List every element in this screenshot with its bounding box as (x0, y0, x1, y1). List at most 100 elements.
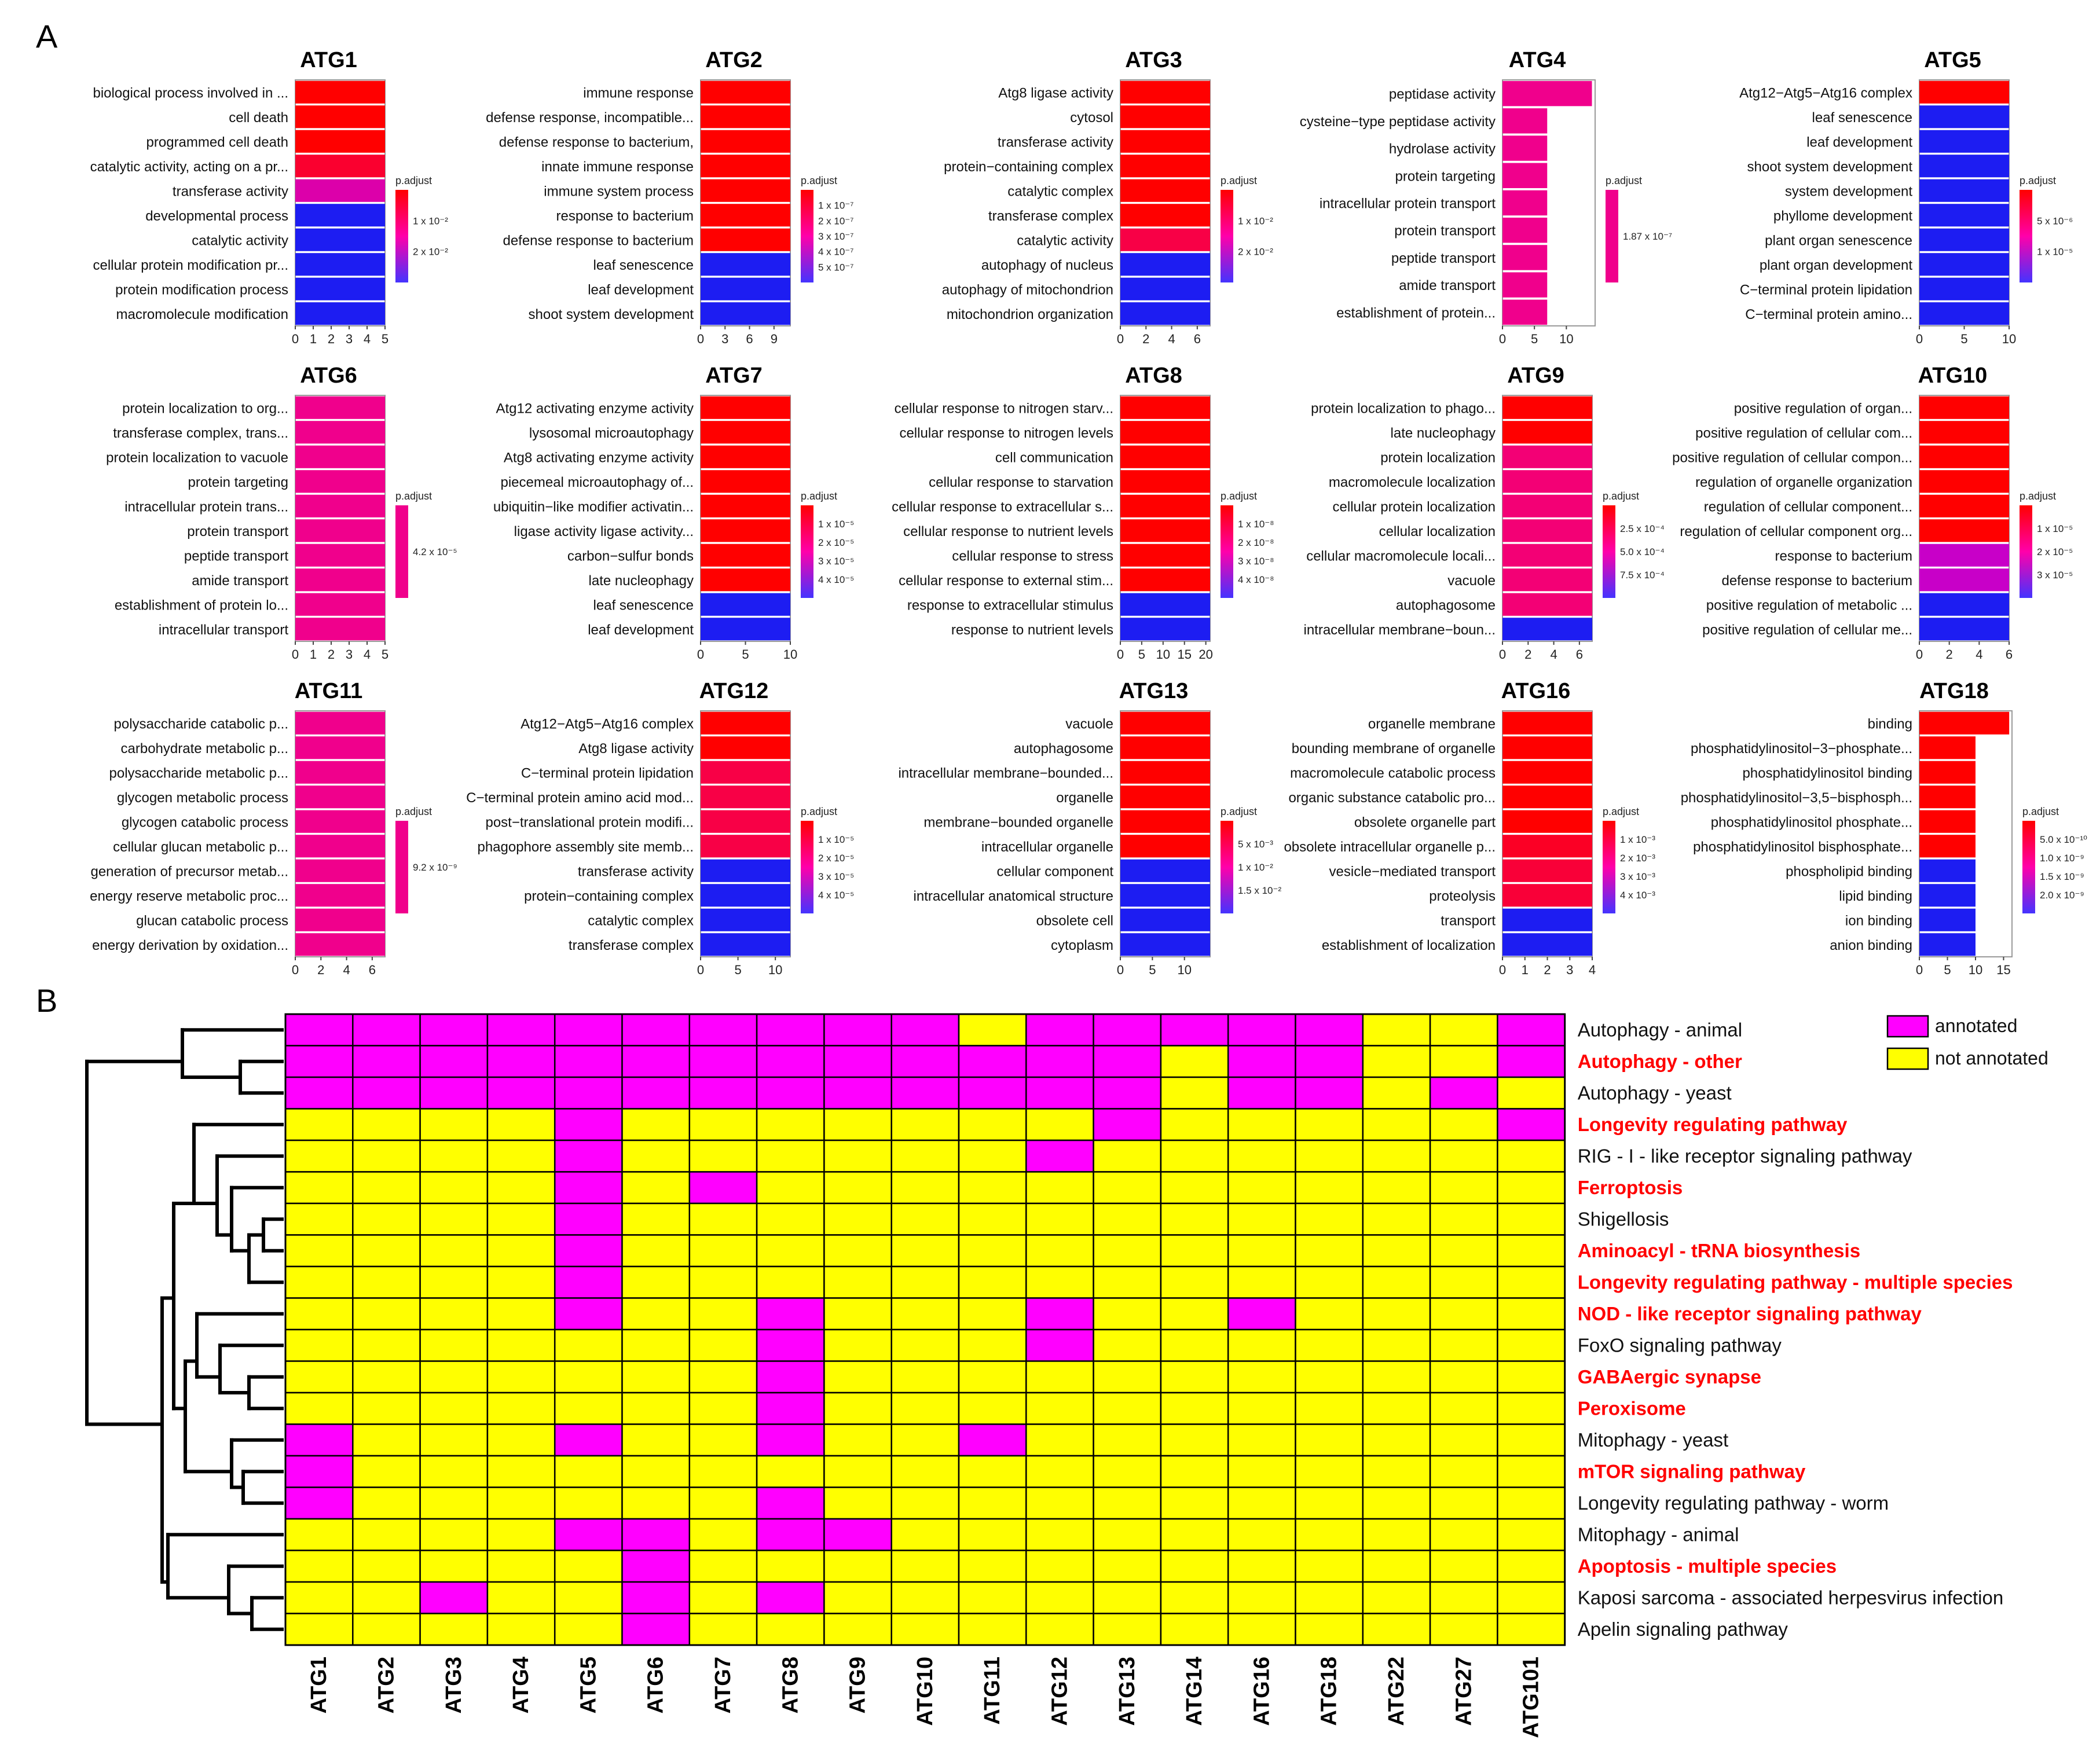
heatmap-cell (1362, 1360, 1431, 1394)
bar-ATG5-4 (1919, 179, 2009, 202)
heatmap-cell (419, 1013, 489, 1047)
legend-swatch-not-annotated (1886, 1047, 1929, 1070)
heatmap-cell (1160, 1392, 1229, 1425)
bar-ATG16-0 (1502, 711, 1592, 735)
category-label: leaf senescence (593, 258, 694, 273)
x-tick-label: 2 (1544, 963, 1551, 977)
bar-ATG18-5 (1919, 835, 1976, 858)
heatmap-cell (1295, 1613, 1364, 1646)
legend-colorbar (801, 821, 813, 913)
legend-tick-label: 2 x 10⁻⁸ (1238, 537, 1274, 548)
heatmap-cell (890, 1455, 960, 1488)
heatmap-cell (486, 1392, 556, 1425)
heatmap-cell (1093, 1613, 1162, 1646)
x-tick-label: 2 (1946, 647, 1953, 662)
heatmap-cell (486, 1581, 556, 1614)
bar-ATG8-1 (1120, 421, 1210, 444)
bar-ATG2-1 (701, 105, 790, 129)
heatmap-cell (1093, 1265, 1162, 1299)
x-tick-label: 2 (328, 332, 335, 346)
x-tick-label: 3 (721, 332, 728, 346)
category-label: transport (1441, 913, 1496, 928)
bar-ATG7-2 (701, 445, 790, 468)
category-label: peptide transport (1391, 251, 1496, 266)
heatmap-cell (284, 1171, 354, 1205)
x-tick-label: 0 (1499, 332, 1506, 346)
category-label: transferase complex (569, 938, 694, 953)
bar-ATG2-0 (701, 80, 790, 104)
heatmap-cell (823, 1139, 892, 1173)
heatmap-cell (688, 1202, 758, 1236)
column-label: ATG18 (1317, 1657, 1342, 1726)
legend-title: p.adjust (2020, 175, 2056, 186)
heatmap-cell (1160, 1297, 1229, 1331)
legend-title: p.adjust (395, 490, 432, 502)
heatmap-cell (823, 1423, 892, 1457)
chart-title-ATG3: ATG3 (1125, 48, 1182, 72)
bar-ATG1-5 (295, 204, 385, 227)
legend-title: p.adjust (1603, 490, 1639, 502)
heatmap-cell (688, 1265, 758, 1299)
legend-tick-label: 1.5 x 10⁻² (1238, 885, 1281, 896)
legend-tick-label: 1 x 10⁻³ (1620, 834, 1655, 845)
heatmap-cell (284, 1550, 354, 1583)
heatmap-cell (1362, 1171, 1431, 1205)
category-label: phosphatidylinositol−3,5−bisphosph... (1681, 790, 1912, 806)
bar-ATG8-5 (1120, 519, 1210, 542)
heatmap-cell (958, 1013, 1027, 1047)
heatmap-cell (1025, 1234, 1094, 1268)
bar-ATG12-7 (701, 884, 790, 907)
heatmap-cell (1227, 1392, 1296, 1425)
heatmap-cell (688, 1171, 758, 1205)
category-label: glucan catabolic process (136, 913, 288, 928)
bar-ATG9-6 (1502, 544, 1592, 567)
heatmap-cell (419, 1360, 489, 1394)
heatmap-cell (352, 1392, 421, 1425)
heatmap-cell (1160, 1202, 1229, 1236)
heatmap-cell (890, 1360, 960, 1394)
heatmap-cell (621, 1518, 691, 1551)
bar-ATG4-3 (1502, 163, 1548, 188)
column-label: ATG2 (374, 1657, 398, 1714)
panel-a-label: A (36, 18, 58, 54)
heatmap-cell (1093, 1360, 1162, 1394)
heatmap-cell (1295, 1550, 1364, 1583)
category-label: macromolecule modification (116, 307, 288, 322)
bar-ATG18-7 (1919, 884, 1976, 907)
bar-ATG5-7 (1919, 253, 2009, 276)
bar-ATG9-3 (1502, 470, 1592, 493)
x-tick-label: 0 (292, 963, 299, 977)
heatmap-cell (352, 1518, 421, 1551)
category-label: Atg8 ligase activity (998, 85, 1113, 101)
row-label: Longevity regulating pathway (1578, 1114, 1848, 1135)
bar-ATG6-8 (295, 593, 385, 616)
heatmap-cell (1160, 1045, 1229, 1078)
heatmap-cell (1025, 1013, 1094, 1047)
bar-ATG5-3 (1919, 155, 2009, 178)
heatmap-cell (486, 1486, 556, 1520)
bar-ATG10-3 (1919, 470, 2009, 493)
heatmap-cell (1497, 1392, 1566, 1425)
legend-tick-label: 3 x 10⁻³ (1620, 871, 1655, 882)
heatmap-cell (890, 1013, 960, 1047)
heatmap-cell (1093, 1171, 1162, 1205)
heatmap-cell (1362, 1234, 1431, 1268)
bar-ATG16-5 (1502, 835, 1592, 858)
x-tick-label: 0 (1117, 647, 1124, 662)
bar-ATG1-9 (295, 302, 385, 325)
bar-ATG10-6 (1919, 544, 2009, 567)
heatmap-cell (486, 1234, 556, 1268)
column-label: ATG5 (576, 1657, 600, 1714)
category-label: regulation of cellular component org... (1680, 524, 1912, 539)
x-tick-label: 4 (1589, 963, 1596, 977)
category-label: transferase complex (988, 208, 1113, 224)
heatmap-cell (1093, 1045, 1162, 1078)
chart-title-ATG18: ATG18 (1919, 679, 1989, 703)
legend-colorbar (1221, 821, 1233, 913)
bar-ATG4-1 (1502, 108, 1548, 134)
bar-ATG3-8 (1120, 277, 1210, 300)
heatmap-cell (1093, 1550, 1162, 1583)
heatmap-cell (1497, 1076, 1566, 1110)
category-label: catalytic activity (192, 233, 288, 248)
heatmap-cell (419, 1550, 489, 1583)
